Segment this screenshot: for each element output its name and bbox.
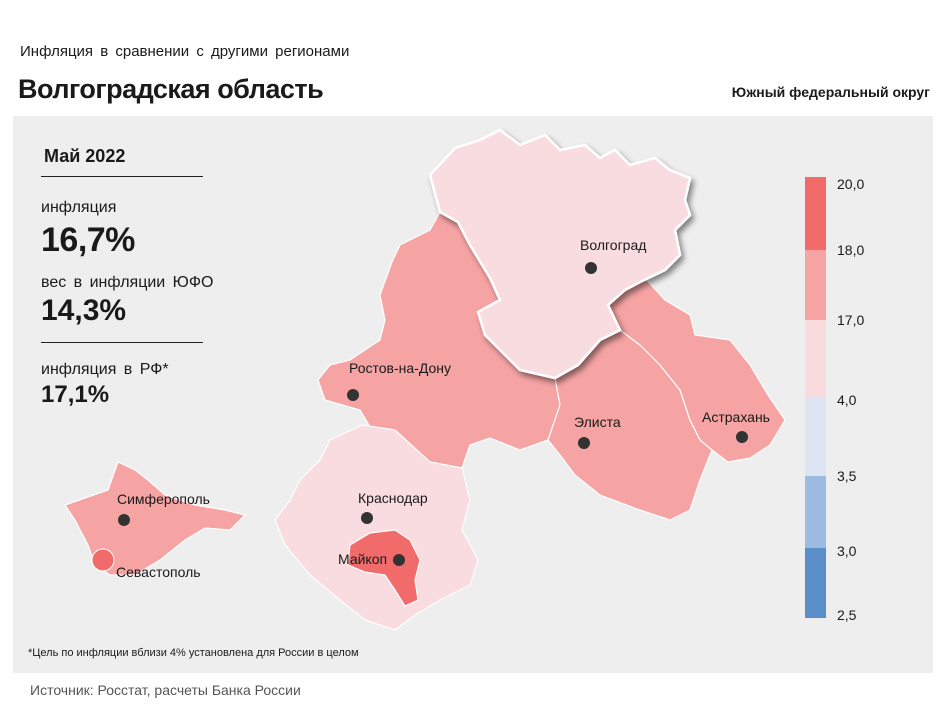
- rf-inflation-label: инфляция в РФ*: [41, 361, 169, 378]
- legend-swatch: [805, 250, 826, 320]
- legend: [805, 177, 826, 618]
- footnote: *Цель по инфляции вблизи 4% установлена …: [28, 647, 359, 659]
- legend-swatch: [805, 548, 826, 618]
- legend-tick: 20,0: [837, 176, 865, 192]
- region-adygea[interactable]: [347, 529, 421, 607]
- inflation-label: инфляция: [41, 199, 117, 216]
- legend-swatch: [805, 476, 826, 548]
- period-label: Май 2022: [44, 146, 126, 166]
- city-label: Ростов-на-Дону: [349, 360, 451, 376]
- city-markers: [118, 262, 748, 566]
- weight-value: 14,3%: [41, 294, 127, 327]
- legend-swatch: [805, 177, 826, 250]
- city-dot-elista: [578, 437, 590, 449]
- city-label: Майкоп: [338, 551, 387, 567]
- region-astrakhan[interactable]: [607, 277, 786, 463]
- page-title: Волгоградская область: [18, 74, 324, 104]
- stats-block: Май 2022 инфляция 16,7% вес в инфляции Ю…: [41, 146, 231, 409]
- city-dot-maykop: [393, 554, 405, 566]
- legend-tick: 18,0: [837, 242, 865, 258]
- city-label: Краснодар: [358, 490, 428, 506]
- subtitle: Инфляция в сравнении с другими регионами: [20, 43, 350, 60]
- region-krasnodar[interactable]: [274, 424, 479, 631]
- city-dot-rostov: [347, 389, 359, 401]
- region-sevastopol[interactable]: [91, 548, 115, 572]
- city-dot-krasnodar: [361, 512, 373, 524]
- city-label: Астрахань: [702, 409, 770, 425]
- district-label: Южный федеральный округ: [731, 84, 930, 100]
- city-label: Симферополь: [117, 491, 210, 507]
- city-label: Севастополь: [116, 564, 201, 580]
- city-dot-volgograd: [585, 262, 597, 274]
- inflation-value: 16,7%: [41, 221, 135, 259]
- legend-tick: 3,0: [837, 543, 857, 559]
- city-dot-astrakhan: [736, 431, 748, 443]
- divider: [41, 342, 203, 343]
- legend-swatch: [805, 320, 826, 398]
- rf-inflation-value: 17,1%: [41, 381, 110, 408]
- city-label: Элиста: [574, 414, 621, 430]
- legend-tick: 3,5: [837, 468, 857, 484]
- weight-label: вес в инфляции ЮФО: [41, 274, 214, 291]
- legend-tick: 2,5: [837, 607, 857, 623]
- region-crimea[interactable]: [64, 461, 247, 576]
- divider: [41, 176, 203, 177]
- city-dot-simferopol: [118, 514, 130, 526]
- source-note: Источник: Росстат, расчеты Банка России: [30, 682, 301, 698]
- legend-tick: 17,0: [837, 312, 865, 328]
- city-labels: Волгоград Ростов-на-Дону Элиста Астрахан…: [116, 237, 770, 580]
- legend-tick: 4,0: [837, 392, 857, 408]
- region-volgograd[interactable]: [428, 128, 692, 380]
- city-label: Волгоград: [580, 237, 646, 253]
- legend-swatch: [805, 398, 826, 476]
